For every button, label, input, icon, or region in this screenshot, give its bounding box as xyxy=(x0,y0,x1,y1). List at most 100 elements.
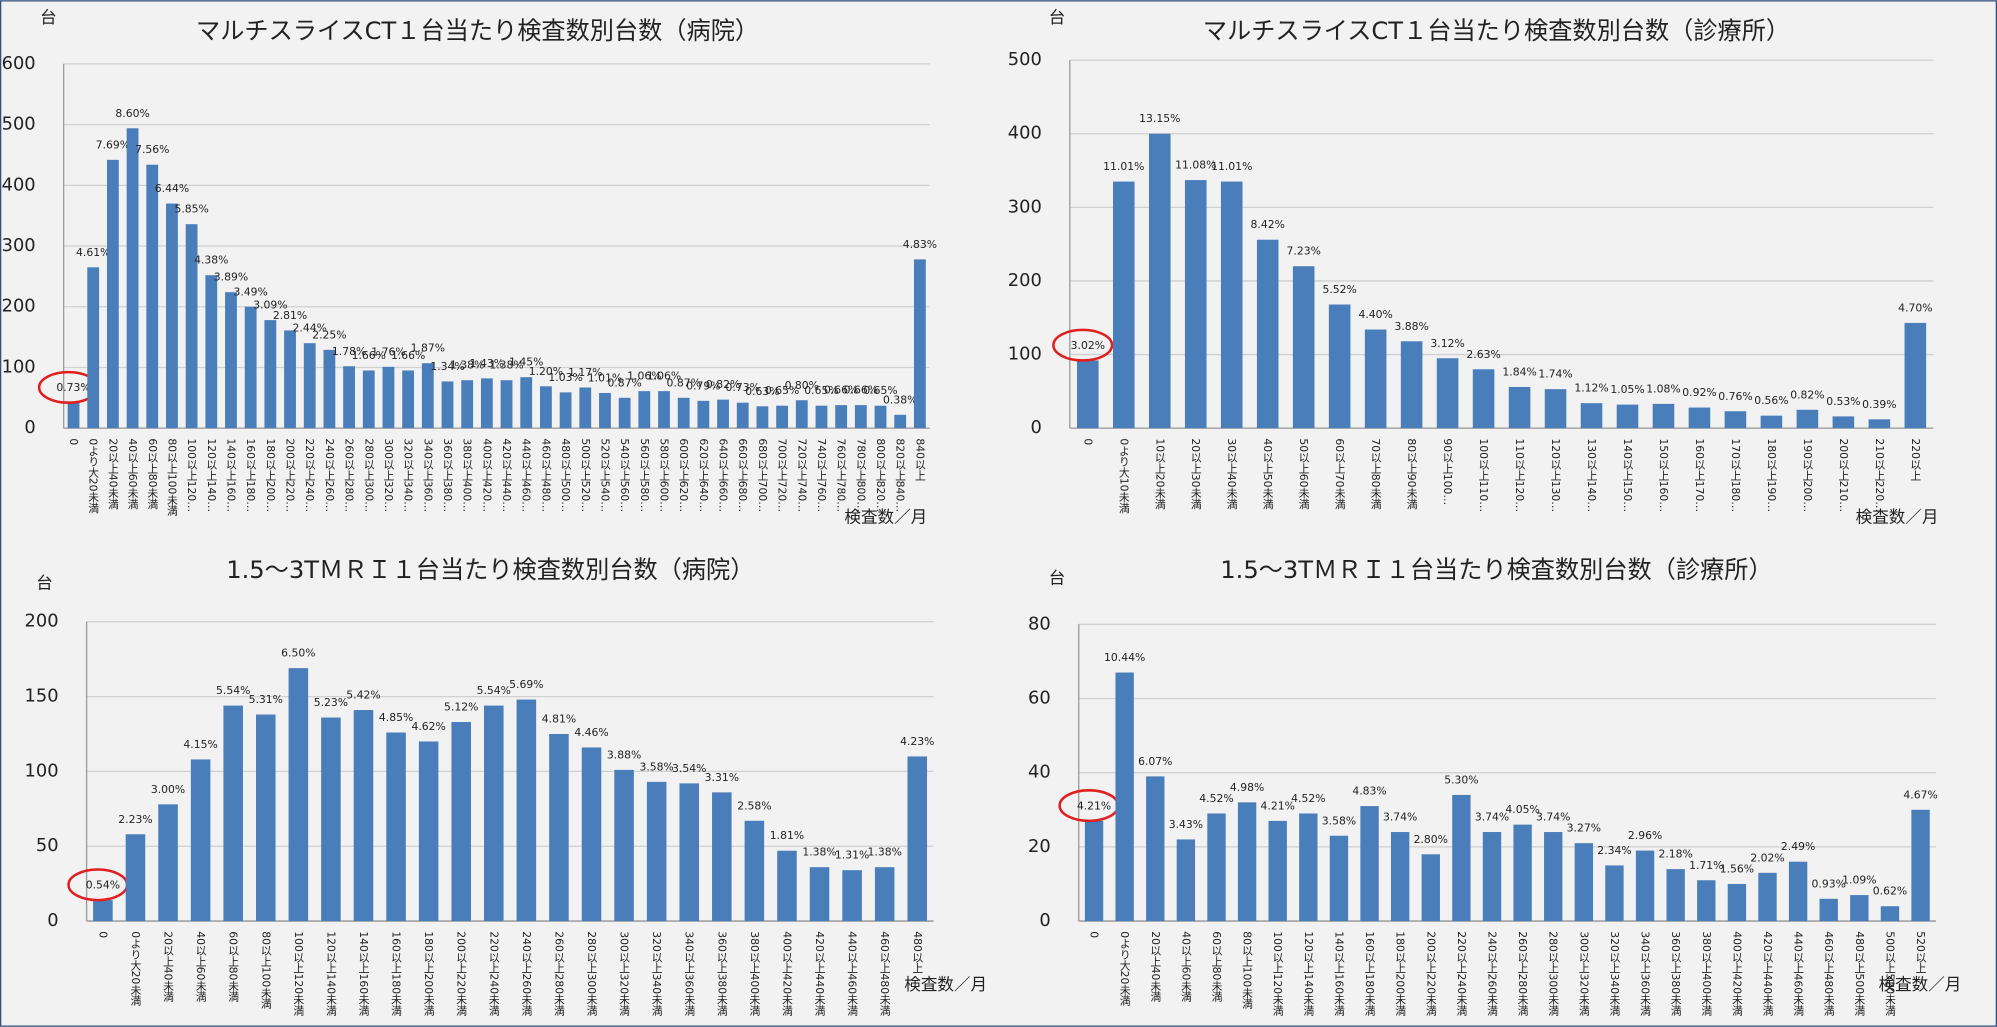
bar xyxy=(1904,322,1927,429)
data-label: 0.87% xyxy=(607,376,641,389)
bar xyxy=(679,783,700,922)
bar xyxy=(1508,386,1531,429)
bar xyxy=(284,330,296,429)
x-tick-label: 660以上680… xyxy=(736,438,749,512)
x-tick-label: 60以上70未満 xyxy=(1333,438,1346,509)
x-tick-label: 80以上100未満 xyxy=(1241,931,1254,1009)
x-tick-label: 0より大20未満 xyxy=(1118,931,1131,1006)
data-label: 2.18% xyxy=(1658,848,1692,861)
data-label: 1.12% xyxy=(1574,382,1608,395)
y-tick-label: 80 xyxy=(1028,613,1051,634)
bar xyxy=(815,405,828,429)
x-tick-label: 800以上820… xyxy=(874,438,887,512)
bar xyxy=(67,402,80,429)
bar xyxy=(1788,861,1808,922)
x-tick-label: 100以上120未満 xyxy=(292,931,305,1016)
y-tick-label: 50 xyxy=(36,835,59,856)
x-tick-label: 420以上440… xyxy=(500,438,513,512)
x-tick-label: 280以上300未満 xyxy=(585,931,598,1016)
x-axis-label: 検査数／月 xyxy=(844,507,927,526)
bar xyxy=(795,400,808,429)
data-label: 0.66% xyxy=(844,384,878,397)
y-tick-label: 20 xyxy=(1028,836,1051,857)
data-label: 6.44% xyxy=(155,182,189,195)
bar xyxy=(874,405,887,429)
x-tick-label: 220以上 xyxy=(1909,438,1922,480)
bar xyxy=(1452,794,1471,922)
x-tick-label: 380以上400… xyxy=(461,438,474,512)
x-tick-label: 420以上440未満 xyxy=(813,931,826,1016)
x-tick-label: 520以上540… xyxy=(598,438,611,512)
x-tick-label: 220以上240未満 xyxy=(487,931,500,1016)
x-tick-label: 100以上120未満 xyxy=(1271,931,1284,1016)
x-axis-label: 検査数／月 xyxy=(904,975,987,994)
x-tick-label: 340以上360未満 xyxy=(683,931,696,1016)
y-tick-label: 600 xyxy=(2,53,36,74)
data-label: 4.38% xyxy=(194,254,228,267)
bar xyxy=(146,164,159,429)
data-label: 0.54% xyxy=(86,879,120,892)
x-tick-label: 360以上380… xyxy=(441,438,454,512)
x-tick-label: 540以上560… xyxy=(618,438,631,512)
bar xyxy=(1220,181,1243,429)
data-label: 0.93% xyxy=(1812,877,1846,890)
data-label: 4.83% xyxy=(903,238,937,251)
y-tick-label: 0 xyxy=(24,417,35,438)
data-label: 4.83% xyxy=(1352,785,1386,798)
data-label: 4.21% xyxy=(1261,799,1295,812)
bar xyxy=(158,804,178,922)
x-tick-label: 400以上420未満 xyxy=(1730,931,1743,1016)
data-label: 3.00% xyxy=(151,783,185,796)
x-tick-label: 380以上400未満 xyxy=(1700,931,1713,1016)
data-label: 1.71% xyxy=(1689,859,1723,872)
bar xyxy=(1436,358,1459,429)
x-tick-label: 520以上 xyxy=(1914,931,1927,973)
data-label: 5.31% xyxy=(249,693,283,706)
data-label: 5.30% xyxy=(1444,773,1478,786)
data-label: 3.74% xyxy=(1536,811,1570,824)
y-tick-label: 100 xyxy=(1008,344,1042,365)
x-tick-label: 20以上40未満 xyxy=(106,438,119,509)
x-tick-label: 200以上220未満 xyxy=(1424,931,1437,1016)
bar xyxy=(756,406,769,429)
data-label: 1.06% xyxy=(647,370,681,383)
highlight-ellipse xyxy=(1052,328,1114,362)
data-label: 3.88% xyxy=(607,748,641,761)
bar xyxy=(106,159,119,429)
x-tick-label: 0より大20未満 xyxy=(129,931,142,1006)
bar xyxy=(1256,239,1279,429)
data-label: 2.44% xyxy=(293,322,327,335)
bar xyxy=(1688,407,1711,429)
data-label: 3.58% xyxy=(639,760,673,773)
x-tick-label: 140以上150… xyxy=(1621,438,1634,512)
data-label: 11.01% xyxy=(1103,160,1144,173)
chart-title: 1.5～3TＭＲＩ１台当たり検査数別台数（病院） xyxy=(226,556,754,584)
data-label: 3.89% xyxy=(214,271,248,284)
x-tick-label: 480以上500未満 xyxy=(1853,931,1866,1016)
bar xyxy=(264,320,277,429)
bar xyxy=(744,820,765,922)
data-label: 4.81% xyxy=(542,713,576,726)
x-tick-label: 70以上80未満 xyxy=(1369,438,1382,509)
data-label: 3.88% xyxy=(1394,320,1428,333)
data-label: 2.81% xyxy=(273,309,307,322)
bar xyxy=(646,781,667,922)
bar xyxy=(1299,813,1318,922)
bar xyxy=(1146,776,1165,922)
x-tick-label: 820以上840… xyxy=(894,438,907,512)
bar xyxy=(614,769,634,922)
bar xyxy=(323,349,336,429)
data-label: 4.05% xyxy=(1505,803,1539,816)
data-label: 5.54% xyxy=(477,684,511,697)
data-label: 7.56% xyxy=(135,143,169,156)
bar xyxy=(223,705,243,922)
x-tick-label: 460以上480未満 xyxy=(878,931,891,1016)
data-label: 11.01% xyxy=(1211,160,1252,173)
x-tick-label: 380以上400未満 xyxy=(748,931,761,1016)
x-tick-label: 700以上720… xyxy=(776,438,789,512)
data-label: 3.54% xyxy=(672,762,706,775)
data-label: 0.92% xyxy=(1682,386,1716,399)
bar xyxy=(907,756,928,922)
data-label: 10.44% xyxy=(1104,651,1145,664)
data-label: 2.34% xyxy=(1597,844,1631,857)
